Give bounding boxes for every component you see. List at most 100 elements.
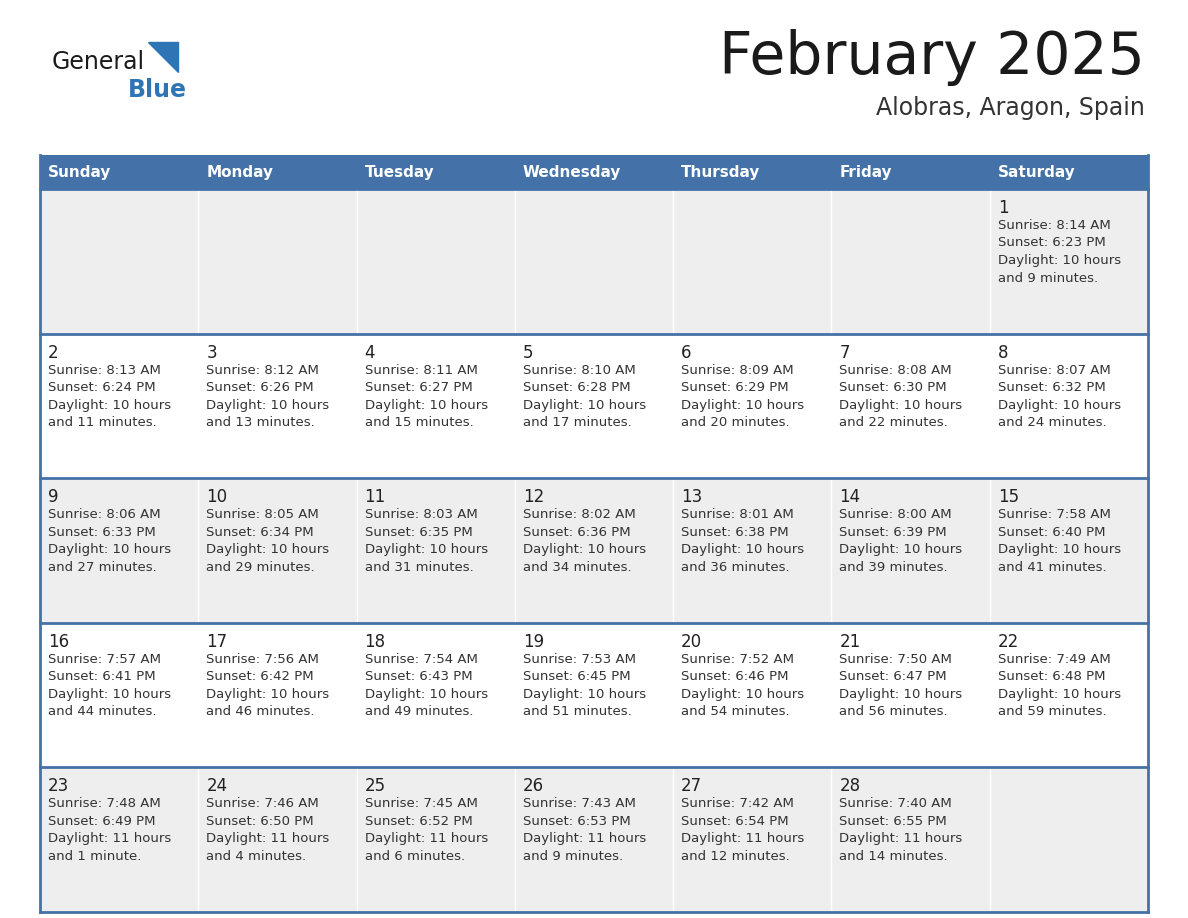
Text: and 1 minute.: and 1 minute. (48, 850, 141, 863)
Text: and 22 minutes.: and 22 minutes. (840, 416, 948, 429)
Bar (40, 622, 1148, 767)
Text: Sunrise: 7:53 AM: Sunrise: 7:53 AM (523, 653, 636, 666)
Text: Daylight: 10 hours: Daylight: 10 hours (365, 398, 488, 411)
Text: and 11 minutes.: and 11 minutes. (48, 416, 157, 429)
Text: Daylight: 10 hours: Daylight: 10 hours (998, 254, 1120, 267)
Text: 5: 5 (523, 343, 533, 362)
Text: Sunset: 6:42 PM: Sunset: 6:42 PM (207, 670, 314, 683)
Text: Daylight: 11 hours: Daylight: 11 hours (48, 833, 171, 845)
Text: Daylight: 10 hours: Daylight: 10 hours (523, 688, 646, 700)
Text: 2: 2 (48, 343, 58, 362)
Text: 18: 18 (365, 633, 386, 651)
Text: Sunrise: 7:49 AM: Sunrise: 7:49 AM (998, 653, 1111, 666)
Text: Saturday: Saturday (998, 164, 1075, 180)
Text: and 54 minutes.: and 54 minutes. (681, 705, 790, 718)
Bar (514, 155, 674, 189)
Text: and 46 minutes.: and 46 minutes. (207, 705, 315, 718)
Text: Sunset: 6:33 PM: Sunset: 6:33 PM (48, 526, 156, 539)
Text: 25: 25 (365, 778, 386, 795)
Text: Friday: Friday (840, 164, 892, 180)
Text: Sunset: 6:34 PM: Sunset: 6:34 PM (207, 526, 314, 539)
Text: Sunrise: 8:05 AM: Sunrise: 8:05 AM (207, 509, 320, 521)
Bar (40, 155, 198, 189)
Text: Daylight: 11 hours: Daylight: 11 hours (365, 833, 488, 845)
Text: 28: 28 (840, 778, 860, 795)
Text: and 41 minutes.: and 41 minutes. (998, 561, 1106, 574)
Text: 23: 23 (48, 778, 69, 795)
Text: Sunrise: 7:54 AM: Sunrise: 7:54 AM (365, 653, 478, 666)
Text: and 31 minutes.: and 31 minutes. (365, 561, 473, 574)
Text: Sunrise: 8:13 AM: Sunrise: 8:13 AM (48, 364, 160, 376)
Text: Sunset: 6:36 PM: Sunset: 6:36 PM (523, 526, 631, 539)
Text: Sunrise: 7:57 AM: Sunrise: 7:57 AM (48, 653, 162, 666)
Text: Daylight: 10 hours: Daylight: 10 hours (681, 543, 804, 556)
Text: Sunset: 6:38 PM: Sunset: 6:38 PM (681, 526, 789, 539)
Text: and 39 minutes.: and 39 minutes. (840, 561, 948, 574)
Text: Sunrise: 7:43 AM: Sunrise: 7:43 AM (523, 798, 636, 811)
Polygon shape (148, 42, 178, 72)
Text: 27: 27 (681, 778, 702, 795)
Text: Sunset: 6:30 PM: Sunset: 6:30 PM (840, 381, 947, 394)
Text: Daylight: 10 hours: Daylight: 10 hours (840, 543, 962, 556)
Text: Sunset: 6:23 PM: Sunset: 6:23 PM (998, 237, 1106, 250)
Text: 19: 19 (523, 633, 544, 651)
Bar (674, 155, 832, 189)
Text: Daylight: 10 hours: Daylight: 10 hours (840, 688, 962, 700)
Text: Sunset: 6:48 PM: Sunset: 6:48 PM (998, 670, 1105, 683)
Text: and 4 minutes.: and 4 minutes. (207, 850, 307, 863)
Bar (40, 478, 1148, 622)
Text: 22: 22 (998, 633, 1019, 651)
Bar (198, 155, 356, 189)
Text: 21: 21 (840, 633, 860, 651)
Text: and 24 minutes.: and 24 minutes. (998, 416, 1106, 429)
Text: 20: 20 (681, 633, 702, 651)
Text: Monday: Monday (207, 164, 273, 180)
Text: and 15 minutes.: and 15 minutes. (365, 416, 473, 429)
Text: Daylight: 10 hours: Daylight: 10 hours (840, 398, 962, 411)
Text: Sunset: 6:41 PM: Sunset: 6:41 PM (48, 670, 156, 683)
Text: Sunrise: 7:45 AM: Sunrise: 7:45 AM (365, 798, 478, 811)
Text: Alobras, Aragon, Spain: Alobras, Aragon, Spain (876, 96, 1145, 120)
Text: and 44 minutes.: and 44 minutes. (48, 705, 157, 718)
Bar (356, 155, 514, 189)
Text: and 13 minutes.: and 13 minutes. (207, 416, 315, 429)
Text: Sunrise: 8:02 AM: Sunrise: 8:02 AM (523, 509, 636, 521)
Text: Daylight: 10 hours: Daylight: 10 hours (998, 543, 1120, 556)
Text: 15: 15 (998, 488, 1019, 506)
Text: and 20 minutes.: and 20 minutes. (681, 416, 790, 429)
Text: Sunset: 6:40 PM: Sunset: 6:40 PM (998, 526, 1105, 539)
Bar (40, 189, 1148, 333)
Text: Sunset: 6:35 PM: Sunset: 6:35 PM (365, 526, 473, 539)
Text: Sunset: 6:47 PM: Sunset: 6:47 PM (840, 670, 947, 683)
Text: Daylight: 10 hours: Daylight: 10 hours (365, 543, 488, 556)
Text: Sunset: 6:50 PM: Sunset: 6:50 PM (207, 815, 314, 828)
Text: Sunset: 6:53 PM: Sunset: 6:53 PM (523, 815, 631, 828)
Bar (990, 155, 1148, 189)
Text: 26: 26 (523, 778, 544, 795)
Text: Tuesday: Tuesday (365, 164, 435, 180)
Text: Sunrise: 8:12 AM: Sunrise: 8:12 AM (207, 364, 320, 376)
Bar (40, 333, 1148, 478)
Text: and 51 minutes.: and 51 minutes. (523, 705, 632, 718)
Text: Daylight: 10 hours: Daylight: 10 hours (523, 543, 646, 556)
Text: Daylight: 10 hours: Daylight: 10 hours (998, 688, 1120, 700)
Text: Sunset: 6:45 PM: Sunset: 6:45 PM (523, 670, 631, 683)
Text: Wednesday: Wednesday (523, 164, 621, 180)
Text: and 27 minutes.: and 27 minutes. (48, 561, 157, 574)
Text: Daylight: 11 hours: Daylight: 11 hours (681, 833, 804, 845)
Text: Sunset: 6:43 PM: Sunset: 6:43 PM (365, 670, 472, 683)
Text: 13: 13 (681, 488, 702, 506)
Text: Sunrise: 7:46 AM: Sunrise: 7:46 AM (207, 798, 320, 811)
Text: and 9 minutes.: and 9 minutes. (998, 272, 1098, 285)
Text: Thursday: Thursday (681, 164, 760, 180)
Text: Daylight: 10 hours: Daylight: 10 hours (48, 688, 171, 700)
Text: and 36 minutes.: and 36 minutes. (681, 561, 790, 574)
Text: and 12 minutes.: and 12 minutes. (681, 850, 790, 863)
Text: and 59 minutes.: and 59 minutes. (998, 705, 1106, 718)
Text: Sunrise: 8:08 AM: Sunrise: 8:08 AM (840, 364, 952, 376)
Text: 7: 7 (840, 343, 849, 362)
Text: 12: 12 (523, 488, 544, 506)
Text: Sunrise: 7:50 AM: Sunrise: 7:50 AM (840, 653, 953, 666)
Text: Sunrise: 7:52 AM: Sunrise: 7:52 AM (681, 653, 794, 666)
Bar (832, 155, 990, 189)
